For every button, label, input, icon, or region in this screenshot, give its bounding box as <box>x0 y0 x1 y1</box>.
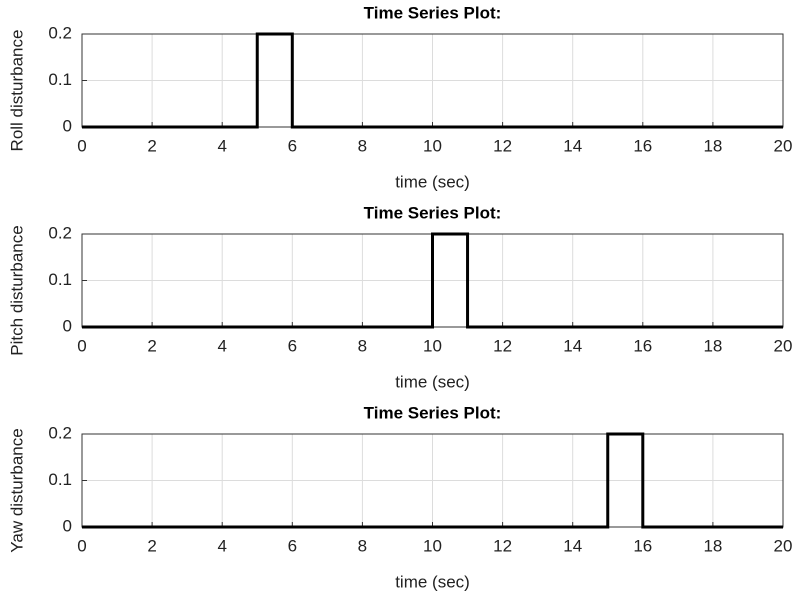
x-tick-label: 16 <box>633 336 652 355</box>
x-axis-label: time (sec) <box>395 372 470 391</box>
x-axis-label: time (sec) <box>395 572 470 591</box>
y-tick-label: 0 <box>63 316 72 335</box>
chart-title: Time Series Plot: <box>364 403 502 422</box>
subplot: 0 2 4 6 8 10 12 14 16 18 20 0 0.1 0.2 Time Series Plot… <box>7 403 792 591</box>
subplot: 0 2 4 6 8 10 12 14 16 18 20 0 0.1 0.2 Time Series Plot… <box>7 3 792 191</box>
x-tick-label: 2 <box>147 336 156 355</box>
subplot: 0 2 4 6 8 10 12 14 16 18 20 0 0.1 0.2 Time Series Plot… <box>7 203 792 391</box>
chart-title: Time Series Plot: <box>364 203 502 222</box>
y-axis-label: Pitch disturbance <box>7 225 26 355</box>
x-tick-label: 6 <box>288 336 297 355</box>
x-tick-label: 0 <box>77 536 86 555</box>
x-tick-label: 6 <box>288 136 297 155</box>
x-tick-label: 20 <box>774 136 793 155</box>
x-tick-label: 6 <box>288 536 297 555</box>
x-tick-label: 20 <box>774 336 793 355</box>
y-tick-label: 0.2 <box>48 223 72 242</box>
x-tick-label: 14 <box>563 536 582 555</box>
x-tick-label: 10 <box>423 536 442 555</box>
x-tick-label: 4 <box>217 336 226 355</box>
x-tick-label: 4 <box>217 136 226 155</box>
x-tick-label: 8 <box>358 136 367 155</box>
x-tick-label: 4 <box>217 536 226 555</box>
y-tick-label: 0.1 <box>48 470 72 489</box>
x-tick-label: 10 <box>423 136 442 155</box>
x-tick-label: 18 <box>703 136 722 155</box>
y-tick-label: 0.1 <box>48 70 72 89</box>
data-line <box>82 432 783 529</box>
x-tick-label: 16 <box>633 136 652 155</box>
x-tick-label: 14 <box>563 136 582 155</box>
y-tick-label: 0.2 <box>48 423 72 442</box>
x-tick-label: 8 <box>358 336 367 355</box>
y-tick-label: 0 <box>63 116 72 135</box>
y-tick-label: 0 <box>63 516 72 535</box>
x-tick-label: 20 <box>774 536 793 555</box>
x-tick-label: 2 <box>147 136 156 155</box>
x-tick-label: 2 <box>147 536 156 555</box>
x-tick-label: 18 <box>703 336 722 355</box>
chart-title: Time Series Plot: <box>364 3 502 22</box>
data-line <box>82 32 783 129</box>
x-tick-label: 10 <box>423 336 442 355</box>
x-tick-label: 18 <box>703 536 722 555</box>
x-tick-label: 16 <box>633 536 652 555</box>
x-tick-label: 0 <box>77 336 86 355</box>
x-tick-label: 14 <box>563 336 582 355</box>
x-axis-label: time (sec) <box>395 172 470 191</box>
y-axis-label: Roll disturbance <box>7 30 26 152</box>
x-tick-label: 0 <box>77 136 86 155</box>
data-line <box>82 232 783 329</box>
y-axis-label: Yaw disturbance <box>7 428 26 552</box>
y-tick-label: 0.2 <box>48 23 72 42</box>
x-tick-label: 12 <box>493 336 512 355</box>
y-tick-label: 0.1 <box>48 270 72 289</box>
x-tick-label: 12 <box>493 536 512 555</box>
x-tick-label: 8 <box>358 536 367 555</box>
x-tick-label: 12 <box>493 136 512 155</box>
